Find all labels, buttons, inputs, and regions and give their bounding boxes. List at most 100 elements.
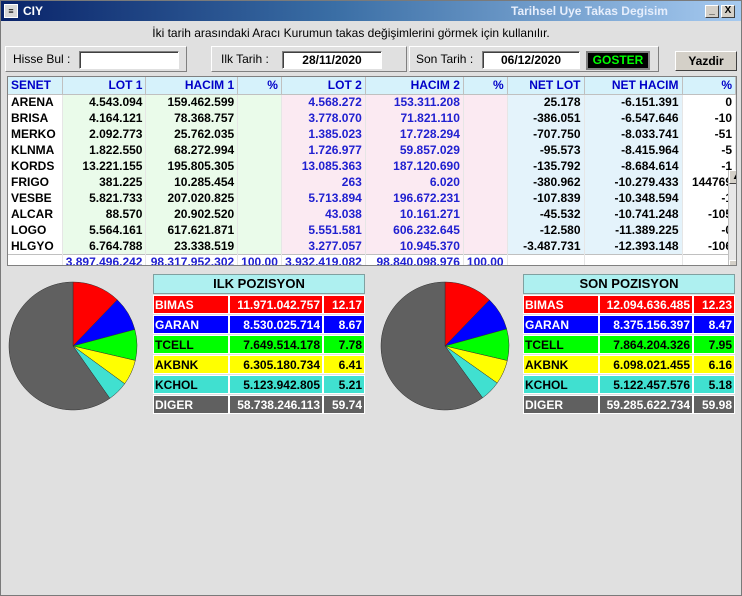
table-row[interactable]: FRIGO 381.225 10.285.454 263 6.020 -380.962 -1… bbox=[8, 174, 736, 190]
total-cell bbox=[584, 253, 683, 265]
hisse-search-input[interactable] bbox=[79, 51, 179, 69]
son-tarih-group bbox=[409, 46, 659, 72]
column-header[interactable]: LOT 2 bbox=[281, 77, 366, 95]
position-symbol: TCELL bbox=[523, 335, 599, 354]
scroll-up-icon[interactable]: ▲ bbox=[729, 170, 736, 184]
table-cell: -11.389.225 bbox=[584, 222, 683, 238]
position-symbol: AKBNK bbox=[523, 355, 599, 374]
table-header-row: SENET LOT 1 HACIM 1% LOT 2 HACIM 2% NET LOT NE… bbox=[8, 77, 736, 95]
column-header[interactable]: % bbox=[463, 77, 508, 95]
position-symbol: TCELL bbox=[153, 335, 229, 354]
takas-table[interactable]: SENET LOT 1 HACIM 1% LOT 2 HACIM 2% NET LOT NE… bbox=[7, 76, 737, 266]
table-cell: 10.161.271 bbox=[365, 206, 464, 222]
total-cell: 3.897.496.242 bbox=[62, 253, 147, 265]
vertical-scrollbar[interactable]: ▲ ▼ bbox=[728, 170, 736, 265]
column-header[interactable]: NET LOT bbox=[507, 77, 585, 95]
table-cell: KLNMA bbox=[8, 142, 63, 158]
hisse-label: Hisse Bul : bbox=[13, 52, 71, 66]
table-row[interactable]: KLNMA 1.822.550 68.272.994 1.726.977 59.857.… bbox=[8, 142, 736, 158]
position-percent: 6.41 bbox=[323, 355, 365, 374]
table-cell: 10.285.454 bbox=[145, 174, 239, 190]
table-row[interactable]: MERKO 2.092.773 25.762.035 1.385.023 17.728.… bbox=[8, 126, 736, 142]
table-cell: 3.277.057 bbox=[281, 238, 366, 254]
table-cell: 68.272.994 bbox=[145, 142, 239, 158]
column-header[interactable]: HACIM 2 bbox=[365, 77, 464, 95]
position-percent: 6.16 bbox=[693, 355, 735, 374]
table-cell: -1 bbox=[682, 158, 736, 174]
table-cell bbox=[237, 206, 282, 222]
column-header[interactable]: HACIM 1 bbox=[145, 77, 239, 95]
app-icon: ≡ bbox=[4, 4, 18, 18]
position-row: AKBNK 6.305.180.734 6.41 bbox=[153, 355, 365, 374]
table-cell bbox=[463, 206, 508, 222]
ilk-tarih-input[interactable]: 28/11/2020 bbox=[282, 51, 382, 69]
table-cell: -135.792 bbox=[507, 158, 585, 174]
table-cell: -380.962 bbox=[507, 174, 585, 190]
position-symbol: DIGER bbox=[153, 395, 229, 414]
table-cell: 617.621.871 bbox=[145, 222, 239, 238]
table-cell: BRISA bbox=[8, 110, 63, 126]
column-header[interactable]: LOT 1 bbox=[62, 77, 147, 95]
goster-button[interactable]: GOSTER bbox=[586, 51, 650, 70]
yazdir-button[interactable]: Yazdir bbox=[675, 51, 737, 71]
table-cell bbox=[237, 222, 282, 238]
column-header[interactable]: SENET bbox=[8, 77, 63, 95]
table-row[interactable]: BRISA 4.164.121 78.368.757 3.778.070 71.821.… bbox=[8, 110, 736, 126]
son-tarih-input[interactable]: 06/12/2020 bbox=[482, 51, 580, 69]
pie-slice bbox=[380, 281, 483, 411]
table-cell: 5.821.733 bbox=[62, 190, 147, 206]
table-row[interactable]: HLGYO 6.764.788 23.338.519 3.277.057 10.945.… bbox=[8, 238, 736, 254]
scroll-thumb[interactable] bbox=[729, 260, 736, 265]
position-percent: 5.21 bbox=[323, 375, 365, 394]
table-cell: -107.839 bbox=[507, 190, 585, 206]
position-percent: 7.78 bbox=[323, 335, 365, 354]
position-value: 6.305.180.734 bbox=[229, 355, 323, 374]
table-row[interactable]: ALCAR 88.570 20.902.520 43.038 10.161.271 -45… bbox=[8, 206, 736, 222]
table-cell: MERKO bbox=[8, 126, 63, 142]
table-cell: -386.051 bbox=[507, 110, 585, 126]
column-header[interactable]: NET HACIM bbox=[584, 77, 683, 95]
table-row[interactable]: KORDS 13.221.155 195.805.305 13.085.363 187.… bbox=[8, 158, 736, 174]
table-cell: FRIGO bbox=[8, 174, 63, 190]
table-cell: 25.178 bbox=[507, 94, 585, 110]
column-header[interactable]: % bbox=[237, 77, 282, 95]
ilk-pie-chart bbox=[8, 281, 138, 411]
position-row: DIGER 58.738.246.113 59.74 bbox=[153, 395, 365, 414]
son-pie-chart bbox=[380, 281, 510, 411]
minimize-button[interactable]: _ bbox=[705, 5, 719, 18]
column-header[interactable]: % bbox=[682, 77, 736, 95]
position-value: 5.122.457.576 bbox=[599, 375, 693, 394]
table-row[interactable]: VESBE 5.821.733 207.020.825 5.713.894 196.67… bbox=[8, 190, 736, 206]
table-cell: 5.564.161 bbox=[62, 222, 147, 238]
position-symbol: BIMAS bbox=[153, 295, 229, 314]
app-name: CIY bbox=[23, 4, 44, 18]
table-row[interactable]: ARENA 4.543.094 159.462.599 4.568.272 153.31… bbox=[8, 94, 736, 110]
son-pozisyon-title: SON POZISYON bbox=[523, 274, 735, 294]
table-cell: ARENA bbox=[8, 94, 63, 110]
total-cell: 3.932.419.082 bbox=[281, 253, 366, 265]
position-symbol: KCHOL bbox=[523, 375, 599, 394]
position-percent: 59.74 bbox=[323, 395, 365, 414]
total-cell: 98.317.952.302 bbox=[145, 253, 239, 265]
table-cell: 195.805.305 bbox=[145, 158, 239, 174]
total-cell bbox=[507, 253, 585, 265]
close-button[interactable]: X bbox=[721, 5, 735, 18]
takas-grid: SENET LOT 1 HACIM 1% LOT 2 HACIM 2% NET LOT NE… bbox=[8, 77, 736, 265]
table-cell: 187.120.690 bbox=[365, 158, 464, 174]
table-row[interactable]: LOGO 5.564.161 617.621.871 5.551.581 606.232… bbox=[8, 222, 736, 238]
table-cell: ALCAR bbox=[8, 206, 63, 222]
table-cell bbox=[463, 126, 508, 142]
table-cell bbox=[237, 126, 282, 142]
total-cell: 100,00 bbox=[237, 253, 282, 265]
table-cell: 23.338.519 bbox=[145, 238, 239, 254]
table-cell: 196.672.231 bbox=[365, 190, 464, 206]
table-cell: -10.741.248 bbox=[584, 206, 683, 222]
position-row: AKBNK 6.098.021.455 6.16 bbox=[523, 355, 735, 374]
position-symbol: BIMAS bbox=[523, 295, 599, 314]
title-bar[interactable]: ≡ CIY Tarihsel Uye Takas Degisim _ X bbox=[1, 1, 741, 21]
table-cell: -45.532 bbox=[507, 206, 585, 222]
position-percent: 8.67 bbox=[323, 315, 365, 334]
table-cell: 78.368.757 bbox=[145, 110, 239, 126]
position-row: BIMAS 12.094.636.485 12.23 bbox=[523, 295, 735, 314]
position-row: BIMAS 11.971.042.757 12.17 bbox=[153, 295, 365, 314]
